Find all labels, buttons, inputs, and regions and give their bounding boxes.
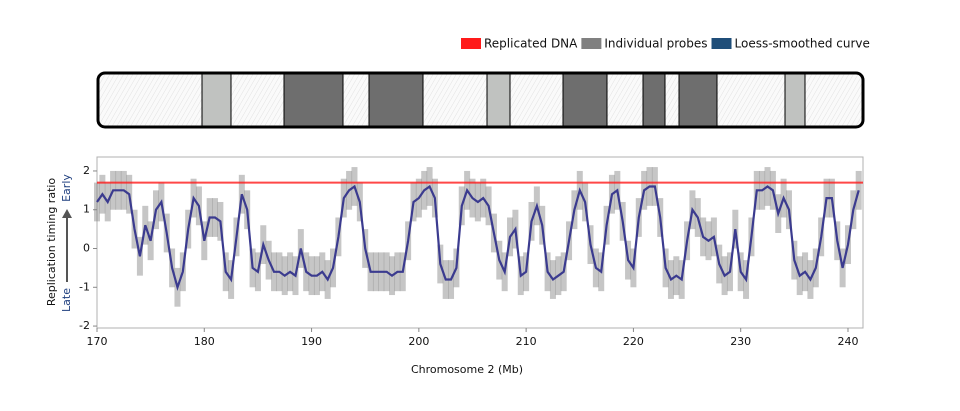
y-tick-label: -2 [79, 319, 90, 332]
y-tick-label: 0 [83, 242, 90, 255]
loess-curve [96, 184, 860, 292]
legend-swatch [461, 38, 481, 49]
ideogram [98, 73, 863, 127]
plot-area: -2 -1 0 1 2 170 180 190 200 210 220 230 240 [79, 164, 863, 348]
legend-label: Loess-smoothed curve [735, 37, 870, 51]
x-tick-label: 200 [408, 335, 429, 348]
legend-swatch [711, 38, 732, 49]
y-tick-label: 1 [83, 203, 90, 216]
y-tick-label: -1 [79, 280, 90, 293]
ideogram-outline [96, 71, 865, 129]
x-tick-label: 240 [837, 335, 858, 348]
plot-frame [96, 156, 864, 329]
x-tick-label: 220 [623, 335, 644, 348]
y-axis-low-label: Late [60, 288, 73, 312]
x-axis-title: Chromosome 2 (Mb) [411, 363, 523, 376]
x-tick-label: 210 [516, 335, 537, 348]
x-tick-label: 170 [87, 335, 108, 348]
legend-swatch [581, 38, 602, 49]
x-tick-label: 190 [301, 335, 322, 348]
x-tick-label: 230 [730, 335, 751, 348]
legend-label: Individual probes [604, 37, 707, 51]
y-axis-arrowhead [62, 209, 72, 218]
legend-label: Replicated DNA [484, 37, 578, 51]
y-axis-high-label: Early [60, 174, 73, 202]
x-tick-label: 180 [194, 335, 215, 348]
legend: Replicated DNA Individual probes Loess-smo… [461, 37, 870, 51]
y-axis-title: Replication timing ratio [45, 178, 58, 307]
y-tick-label: 2 [83, 164, 90, 177]
